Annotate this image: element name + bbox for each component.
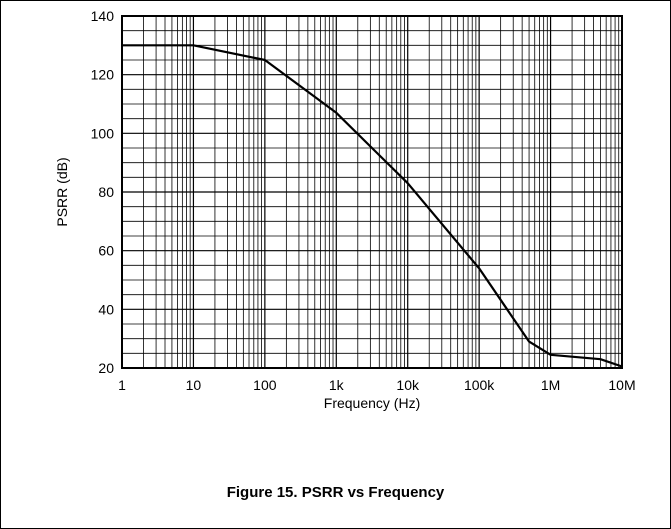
y-tick-label: 60 xyxy=(98,243,114,259)
x-axis-label: Frequency (Hz) xyxy=(324,395,420,411)
x-axis-ticks: 1 10 100 1k 10k 100k 1M 10M xyxy=(118,377,636,393)
psrr-chart: 1 10 100 1k 10k 100k 1M 10M 20 40 60 80 100 120 140 F… xyxy=(54,8,636,411)
x-tick-label: 100k xyxy=(464,377,495,393)
y-tick-label: 80 xyxy=(98,184,114,200)
y-tick-label: 140 xyxy=(91,8,115,24)
plot-area xyxy=(121,15,623,369)
figure-caption: Figure 15. PSRR vs Frequency xyxy=(226,484,445,501)
x-tick-label: 1M xyxy=(541,377,560,393)
y-tick-label: 20 xyxy=(98,360,114,376)
x-tick-label: 1 xyxy=(118,377,126,393)
psrr-series-line xyxy=(122,44,623,368)
y-tick-label: 100 xyxy=(91,125,115,141)
y-tick-label: 120 xyxy=(91,67,115,83)
x-tick-label: 10k xyxy=(396,377,420,393)
x-tick-label: 1k xyxy=(329,377,345,393)
y-axis-ticks: 20 40 60 80 100 120 140 xyxy=(91,8,115,376)
x-tick-label: 10M xyxy=(608,377,635,393)
x-tick-label: 100 xyxy=(253,377,277,393)
y-tick-label: 40 xyxy=(98,301,114,317)
x-tick-label: 10 xyxy=(186,377,202,393)
y-axis-label: PSRR (dB) xyxy=(54,157,70,226)
grid-lines xyxy=(121,15,622,369)
